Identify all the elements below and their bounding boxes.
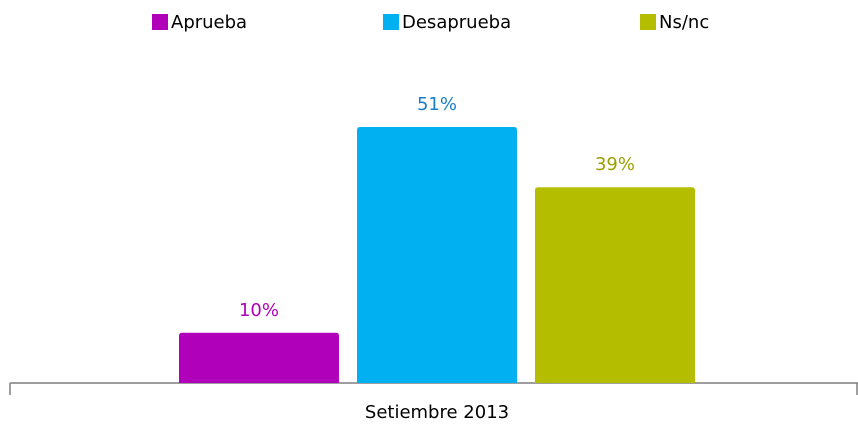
- bar: [357, 127, 517, 383]
- bar: [535, 187, 695, 383]
- value-label: 51%: [417, 94, 457, 115]
- legend-label: Aprueba: [171, 12, 247, 33]
- x-tick-label: Setiembre 2013: [365, 402, 509, 423]
- legend-label: Desaprueba: [402, 12, 511, 33]
- legend-label: Ns/nc: [659, 12, 709, 33]
- value-label: 10%: [239, 300, 279, 321]
- value-label: 39%: [595, 154, 635, 175]
- bar: [179, 332, 339, 383]
- legend-swatch: [152, 14, 168, 30]
- legend-swatch: [383, 14, 399, 30]
- legend-swatch: [640, 14, 656, 30]
